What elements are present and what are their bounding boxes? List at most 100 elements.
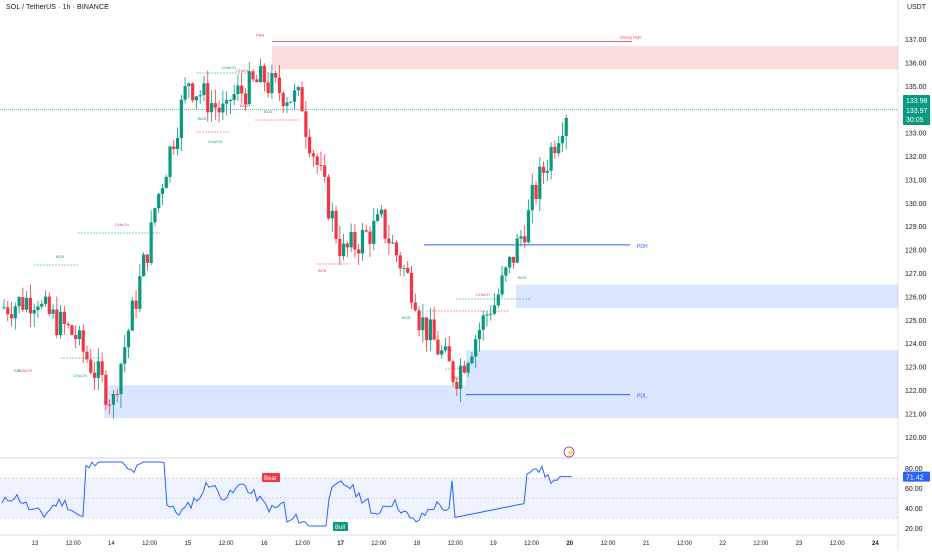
price-tick-label: 130.00 <box>905 201 927 208</box>
candle-body <box>32 309 36 314</box>
candle-body <box>209 103 214 113</box>
time-tick-label: 12:00 <box>753 541 769 547</box>
candle-body <box>274 73 278 78</box>
candle-body <box>334 210 338 239</box>
candle-body <box>436 339 440 355</box>
structure-label: BOS <box>240 103 249 108</box>
candle-body <box>364 230 368 232</box>
candle-body <box>383 209 387 239</box>
bull-signal-badge <box>333 522 348 531</box>
candle-body <box>266 82 270 94</box>
candle-body <box>455 381 459 389</box>
rsi-tick-label: 20.00 <box>905 526 923 533</box>
candle-body <box>353 231 357 250</box>
candle-body <box>62 311 66 324</box>
alert-lightning-icon[interactable] <box>563 446 575 458</box>
candle-body <box>496 294 500 306</box>
price-tick-label: 128.00 <box>905 248 927 255</box>
candle-body <box>379 209 383 215</box>
candle-body <box>402 267 406 269</box>
candle-body <box>77 330 82 340</box>
candle-body <box>258 65 263 83</box>
candle-body <box>153 208 157 223</box>
zone-supply <box>272 46 898 70</box>
candle-body <box>432 319 436 340</box>
candle-body <box>96 361 100 378</box>
rsi-tick-label: 60.00 <box>905 486 923 493</box>
candle-body <box>270 73 274 94</box>
time-tick-label: 21 <box>643 541 650 547</box>
candle-body <box>285 102 289 106</box>
candle-body <box>194 96 199 101</box>
structure-label: BOS <box>264 109 273 114</box>
candle-body <box>447 346 451 362</box>
candle-body <box>111 393 116 405</box>
candle-body <box>508 256 512 268</box>
candle-body <box>251 71 255 80</box>
candle-body <box>409 272 414 303</box>
last-price-label: 133.98 <box>906 98 928 105</box>
candle-body <box>164 176 168 189</box>
candle-body <box>217 107 221 113</box>
price-tick-label: 123.00 <box>905 365 927 372</box>
level-label-pdl: PDL <box>637 394 647 400</box>
candle-body <box>240 85 244 94</box>
structure-label: CHoCH <box>236 68 250 73</box>
candle-body <box>406 267 410 273</box>
rsi-line <box>1 461 572 527</box>
candle-body <box>43 296 48 304</box>
price-tick-label: 125.00 <box>905 318 927 325</box>
symbol-title: SOL / TetherUS · 1h · BINANCE <box>6 4 109 11</box>
candle-body <box>413 302 417 311</box>
candle-body <box>138 276 142 309</box>
candle-body <box>183 86 187 100</box>
candle-body <box>126 330 131 348</box>
time-tick-label: 12:00 <box>830 541 846 547</box>
time-tick-label: 12:00 <box>66 541 82 547</box>
candle-body <box>123 347 127 364</box>
candle-body <box>175 137 180 150</box>
zone-demand <box>466 350 898 386</box>
candle-body <box>145 254 149 263</box>
time-tick-label: 24 <box>872 541 879 547</box>
candle-body <box>25 297 29 310</box>
structure-label: CHoCH <box>18 368 32 373</box>
price-tick-label: 122.00 <box>905 388 927 395</box>
price-tick-label: 133.00 <box>905 131 927 138</box>
candle-body <box>187 83 191 87</box>
structure-label: BOS <box>402 315 411 320</box>
candle-body <box>564 117 568 136</box>
candle-body <box>323 165 327 177</box>
time-tick-label: 16 <box>261 541 268 547</box>
price-tick-label: 127.00 <box>905 271 927 278</box>
rsi-tick-label: 40.00 <box>905 506 923 513</box>
structure-label: CHoCH <box>208 139 222 144</box>
candle-body <box>304 111 308 137</box>
candle-body <box>515 238 519 263</box>
candle-body <box>485 314 489 316</box>
candle-body <box>119 363 123 395</box>
candle-body <box>330 210 334 219</box>
candle-body <box>157 194 161 209</box>
candle-body <box>142 254 146 277</box>
time-tick-label: 12:00 <box>448 541 464 547</box>
candle-body <box>319 164 323 166</box>
currency-label[interactable]: USDT <box>906 4 926 11</box>
candle-body <box>247 71 251 105</box>
candle-body <box>243 93 248 105</box>
candle-body <box>296 87 300 91</box>
candle-body <box>349 231 353 248</box>
time-tick-label: 20 <box>566 541 573 547</box>
candle-body <box>255 79 259 83</box>
candle-body <box>338 238 342 257</box>
candle-body <box>51 309 55 314</box>
candle-body <box>66 323 70 326</box>
time-tick-label: 12:00 <box>371 541 387 547</box>
time-tick-label: 17 <box>337 541 344 547</box>
candle-body <box>55 309 59 336</box>
candle-body <box>387 238 391 244</box>
candle-body <box>372 220 376 244</box>
candle-body <box>262 65 266 83</box>
